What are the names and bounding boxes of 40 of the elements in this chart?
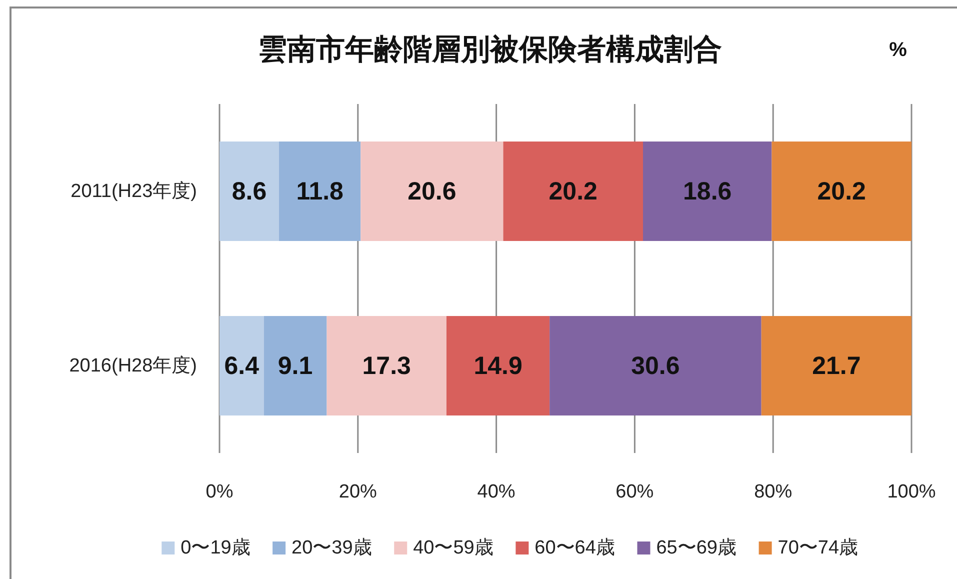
bar [360, 142, 504, 241]
data-label: 11.8 [296, 177, 344, 206]
legend-label: 40〜59歳 [413, 538, 494, 558]
bar [550, 316, 762, 416]
legend-label: 0〜19歳 [180, 538, 250, 558]
legend-label: 20〜39歳 [292, 538, 372, 558]
text: % [889, 39, 908, 61]
data-label: 20.2 [548, 177, 598, 206]
bar [264, 316, 327, 416]
x-tick-label: 80% [754, 482, 792, 502]
bar [503, 142, 644, 241]
x-tick-label: 40% [477, 482, 516, 502]
bar [772, 142, 912, 241]
legend-label: 65〜69歳 [656, 538, 737, 558]
x-tick-label: 0% [206, 482, 234, 502]
x-tick-label: 100% [887, 482, 936, 502]
bar [220, 142, 280, 241]
data-label: 14.9 [474, 352, 522, 380]
x-tick-label: 20% [338, 482, 378, 502]
bar [643, 142, 772, 241]
data-label: 6.4 [224, 352, 260, 380]
bar [279, 142, 361, 241]
data-label: 30.6 [631, 352, 680, 380]
data-label: 9.1 [278, 352, 313, 380]
y-tick-label: 2016(H28年度) [69, 354, 197, 376]
data-label: 17.3 [362, 352, 411, 380]
x-tick-label: 60% [616, 482, 654, 502]
bar [761, 316, 912, 416]
data-label: 8.6 [232, 177, 267, 206]
bar [326, 316, 446, 416]
legend-label: 60〜64歳 [534, 538, 615, 558]
data-label: 20.6 [408, 177, 456, 206]
chart-title: 雲南市年齢階層別被保険者構成割合 [258, 33, 722, 66]
legend-label: 70〜74歳 [778, 538, 858, 558]
bar [220, 316, 264, 416]
data-label: 21.7 [812, 352, 861, 380]
data-label: 20.2 [817, 177, 866, 206]
y-tick-label: 2011(H23年度) [70, 180, 197, 202]
data-label: 18.6 [683, 177, 732, 206]
bar [446, 316, 550, 416]
